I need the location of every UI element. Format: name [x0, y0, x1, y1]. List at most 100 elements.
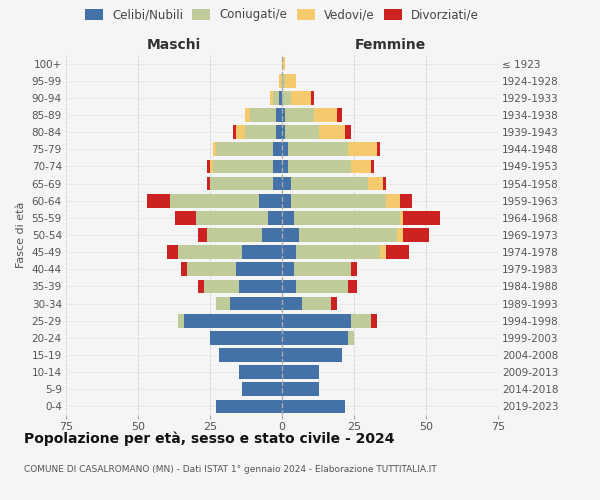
Bar: [274, 176, 282, 190]
Bar: [383, 176, 386, 190]
Bar: [239, 366, 282, 379]
Bar: [282, 314, 351, 328]
Bar: [170, 194, 259, 207]
Bar: [276, 108, 282, 122]
Bar: [196, 211, 268, 224]
Bar: [230, 296, 282, 310]
Bar: [302, 296, 331, 310]
Bar: [181, 262, 187, 276]
Bar: [285, 108, 314, 122]
Bar: [242, 382, 282, 396]
Bar: [207, 228, 262, 242]
Bar: [282, 126, 285, 139]
Bar: [216, 400, 282, 413]
Bar: [245, 126, 276, 139]
Bar: [282, 366, 319, 379]
Bar: [397, 228, 403, 242]
Bar: [187, 262, 236, 276]
Bar: [348, 142, 377, 156]
Bar: [199, 280, 204, 293]
Bar: [282, 348, 343, 362]
Bar: [296, 246, 380, 259]
Bar: [218, 348, 282, 362]
Bar: [368, 176, 383, 190]
Bar: [236, 262, 282, 276]
Bar: [282, 108, 285, 122]
Bar: [346, 126, 351, 139]
Bar: [290, 176, 368, 190]
Bar: [380, 246, 386, 259]
Bar: [282, 56, 285, 70]
Bar: [276, 126, 282, 139]
Bar: [199, 228, 207, 242]
Bar: [314, 108, 337, 122]
Bar: [371, 314, 377, 328]
Bar: [290, 91, 311, 104]
Bar: [288, 142, 348, 156]
Bar: [282, 382, 319, 396]
Bar: [204, 280, 239, 293]
Bar: [319, 126, 346, 139]
Bar: [400, 194, 412, 207]
Bar: [282, 280, 296, 293]
Bar: [271, 91, 274, 104]
Bar: [348, 331, 354, 344]
Bar: [282, 194, 290, 207]
Bar: [311, 91, 314, 104]
Bar: [351, 314, 371, 328]
Bar: [371, 160, 374, 173]
Y-axis label: Fasce di età: Fasce di età: [16, 202, 26, 268]
Bar: [282, 246, 296, 259]
Bar: [293, 211, 400, 224]
Bar: [213, 142, 216, 156]
Bar: [210, 331, 282, 344]
Bar: [288, 160, 351, 173]
Bar: [216, 296, 230, 310]
Bar: [282, 211, 293, 224]
Bar: [351, 262, 357, 276]
Bar: [282, 400, 346, 413]
Bar: [282, 74, 285, 88]
Legend: Celibi/Nubili, Coniugati/e, Vedovi/e, Divorziati/e: Celibi/Nubili, Coniugati/e, Vedovi/e, Di…: [85, 8, 479, 22]
Bar: [282, 160, 288, 173]
Bar: [262, 228, 282, 242]
Bar: [282, 296, 302, 310]
Bar: [213, 160, 274, 173]
Bar: [167, 246, 178, 259]
Bar: [282, 228, 299, 242]
Bar: [216, 142, 274, 156]
Bar: [245, 108, 250, 122]
Bar: [400, 211, 403, 224]
Bar: [285, 74, 296, 88]
Bar: [386, 194, 400, 207]
Bar: [236, 126, 245, 139]
Bar: [239, 280, 282, 293]
Bar: [184, 314, 282, 328]
Bar: [210, 176, 274, 190]
Bar: [175, 211, 196, 224]
Bar: [259, 194, 282, 207]
Bar: [274, 160, 282, 173]
Bar: [331, 296, 337, 310]
Bar: [351, 160, 371, 173]
Bar: [282, 91, 290, 104]
Bar: [178, 314, 184, 328]
Bar: [377, 142, 380, 156]
Bar: [268, 211, 282, 224]
Bar: [290, 194, 386, 207]
Text: Maschi: Maschi: [147, 38, 201, 52]
Bar: [210, 160, 213, 173]
Bar: [146, 194, 170, 207]
Bar: [282, 331, 348, 344]
Bar: [285, 126, 319, 139]
Bar: [282, 262, 293, 276]
Bar: [299, 228, 397, 242]
Bar: [207, 160, 210, 173]
Bar: [293, 262, 351, 276]
Bar: [233, 126, 236, 139]
Bar: [296, 280, 348, 293]
Bar: [348, 280, 357, 293]
Bar: [242, 246, 282, 259]
Bar: [279, 91, 282, 104]
Bar: [282, 142, 288, 156]
